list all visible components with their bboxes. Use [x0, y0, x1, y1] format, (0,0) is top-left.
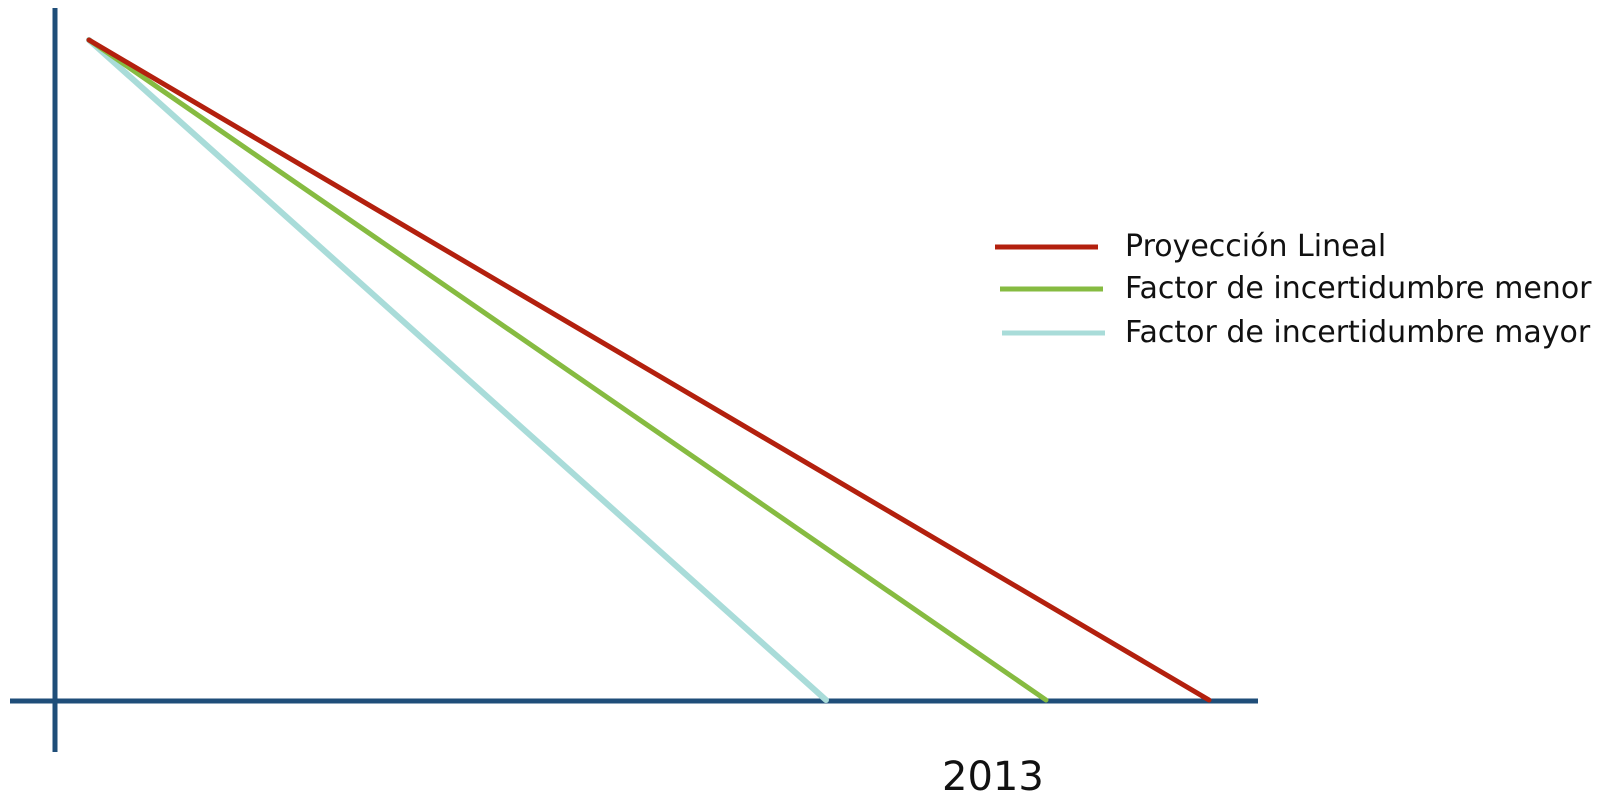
legend: Proyección Lineal Factor de incertidumbr… [995, 229, 1592, 350]
legend-label-factor-mayor: Factor de incertidumbre mayor [1125, 315, 1591, 350]
legend-label-proyeccion-lineal: Proyección Lineal [1125, 229, 1386, 264]
series-line-proyeccion-lineal [86, 37, 1212, 703]
series-line-factor-mayor [86, 37, 829, 703]
legend-label-factor-menor: Factor de incertidumbre menor [1125, 271, 1592, 306]
series-line-factor-menor [86, 37, 1049, 703]
x-axis-tick-label: 2013 [942, 754, 1044, 797]
